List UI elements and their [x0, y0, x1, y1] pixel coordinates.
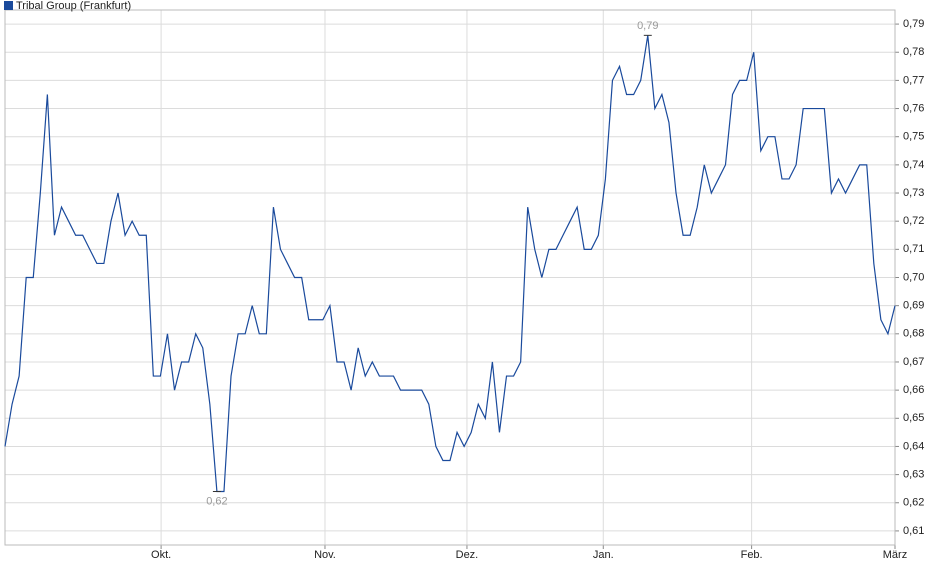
y-tick-label: 0,70	[903, 271, 924, 283]
y-tick-label: 0,63	[903, 469, 924, 481]
y-tick-label: 0,71	[903, 243, 924, 255]
y-tick-label: 0,67	[903, 356, 924, 368]
plot-frame	[4, 9, 896, 546]
legend-label: Tribal Group (Frankfurt)	[16, 0, 131, 12]
y-tick-label: 0,75	[903, 131, 924, 143]
y-tick-label: 0,78	[903, 46, 924, 58]
x-tick-label: Nov.	[314, 549, 336, 561]
y-tick-label: 0,68	[903, 328, 924, 340]
extreme-label: 0,79	[637, 20, 658, 32]
y-tick-label: 0,65	[903, 412, 924, 424]
y-tick-label: 0,79	[903, 18, 924, 30]
y-tick-label: 0,62	[903, 497, 924, 509]
y-tick-label: 0,74	[903, 159, 924, 171]
y-tick-label: 0,76	[903, 102, 924, 114]
y-tick-label: 0,73	[903, 187, 924, 199]
x-tick-label: Feb.	[741, 549, 763, 561]
x-tick-label: Jan.	[593, 549, 614, 561]
x-tick-label: Dez.	[456, 549, 479, 561]
y-tick-label: 0,77	[903, 74, 924, 86]
x-tick-label: März	[883, 549, 907, 561]
y-tick-label: 0,66	[903, 384, 924, 396]
y-tick-label: 0,64	[903, 440, 924, 452]
y-tick-label: 0,61	[903, 525, 924, 537]
y-tick-label: 0,72	[903, 215, 924, 227]
extreme-label: 0,62	[206, 495, 227, 507]
legend-swatch	[4, 1, 13, 10]
y-tick-label: 0,69	[903, 300, 924, 312]
x-tick-label: Okt.	[151, 549, 171, 561]
price-line	[4, 35, 896, 493]
